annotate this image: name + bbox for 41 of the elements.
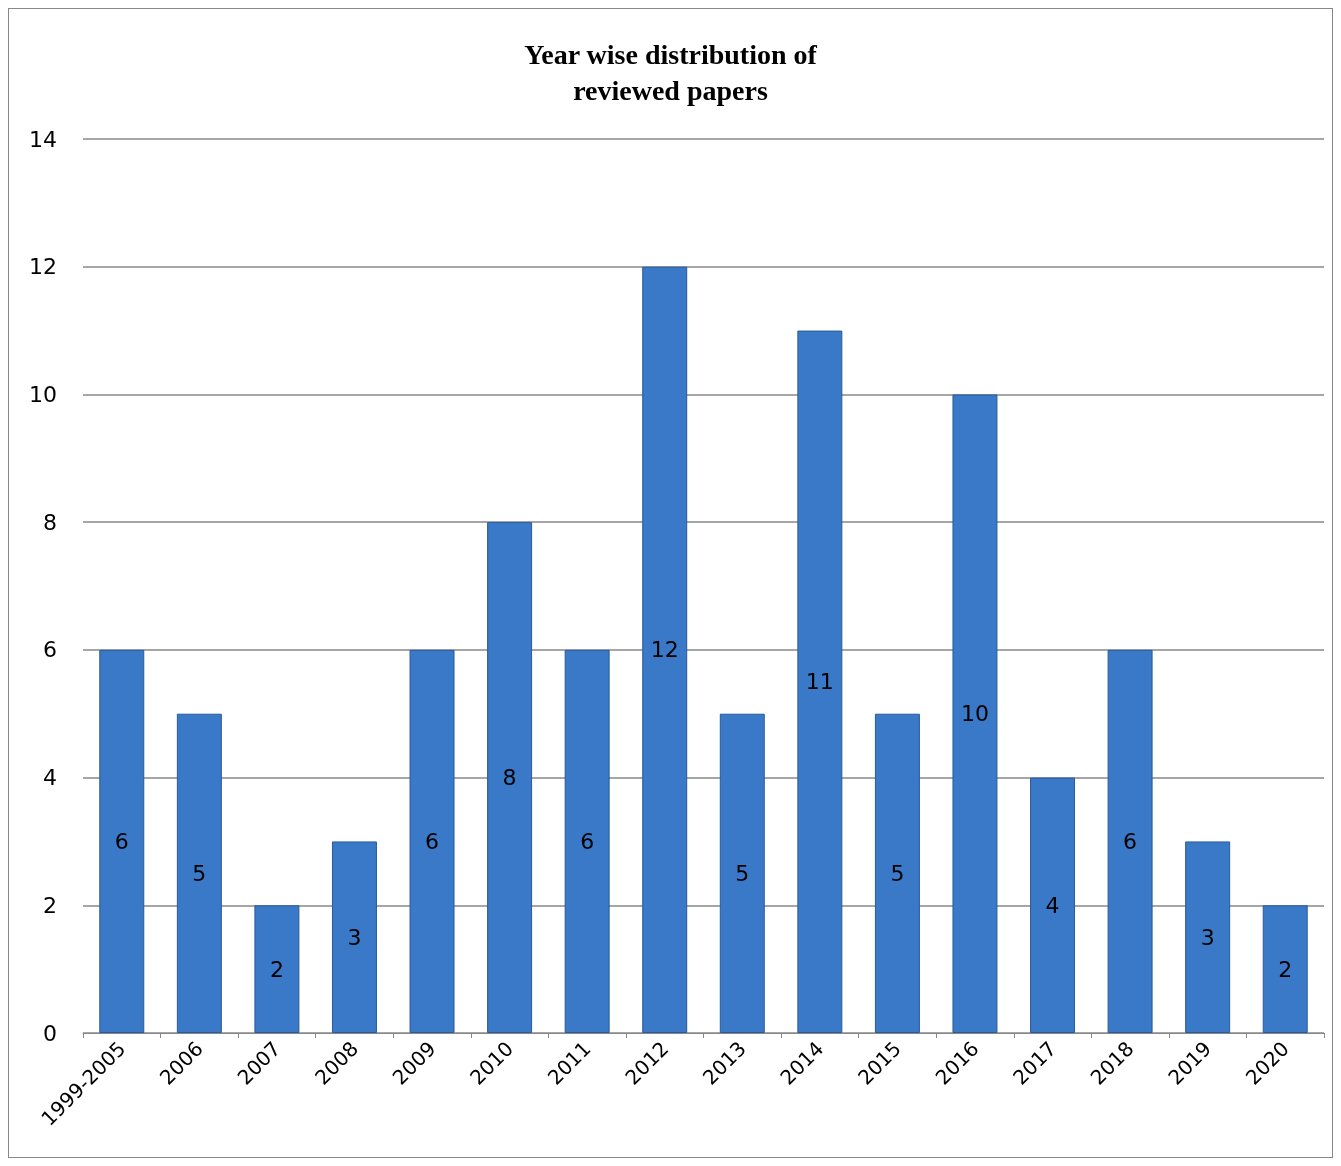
bar	[1262, 905, 1308, 1033]
y-tick-label: 12	[29, 254, 57, 280]
bar	[409, 649, 455, 1033]
data-label: 5	[192, 860, 207, 886]
data-label: 10	[960, 701, 989, 727]
bar	[719, 713, 765, 1033]
data-label: 2	[1278, 956, 1293, 982]
bar	[254, 905, 300, 1033]
y-tick-label: 8	[43, 509, 57, 535]
bar	[1185, 841, 1231, 1033]
bar	[1030, 777, 1076, 1033]
chart-title: Year wise distribution of reviewed papers	[524, 38, 818, 106]
y-tick-label: 2	[43, 892, 57, 918]
data-label: 3	[347, 924, 362, 950]
bar	[564, 649, 610, 1033]
bar	[1107, 649, 1153, 1033]
data-label: 3	[1200, 924, 1215, 950]
y-tick-label: 10	[29, 381, 57, 407]
data-label: 6	[114, 828, 129, 854]
bar	[176, 713, 222, 1033]
y-tick-label: 0	[43, 1020, 57, 1046]
bar	[99, 649, 145, 1033]
y-tick-label: 6	[43, 637, 57, 663]
y-tick-label: 4	[43, 765, 57, 791]
bar	[642, 266, 688, 1033]
data-label: 6	[1123, 828, 1138, 854]
bar	[797, 330, 843, 1033]
y-tick-label: 14	[29, 126, 57, 152]
data-label: 5	[890, 860, 905, 886]
bar	[952, 394, 998, 1033]
data-label: 8	[502, 765, 517, 791]
bar	[874, 713, 920, 1033]
data-label: 6	[425, 828, 440, 854]
data-label: 6	[580, 828, 595, 854]
data-label: 12	[650, 637, 679, 663]
data-label: 5	[735, 860, 750, 886]
data-label: 2	[269, 956, 284, 982]
data-label: 4	[1045, 892, 1060, 918]
data-label: 11	[805, 669, 834, 695]
bar	[487, 522, 533, 1033]
bar	[331, 841, 377, 1033]
